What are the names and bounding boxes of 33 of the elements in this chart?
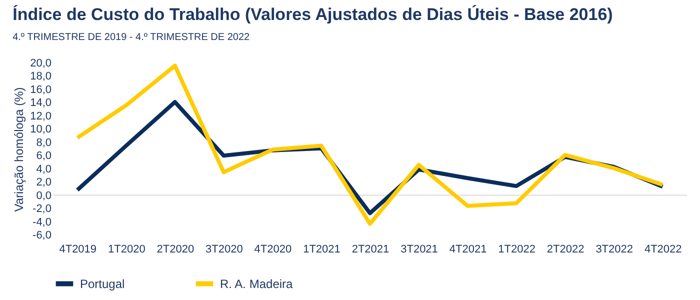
y-tick-label: 8,0 <box>36 136 52 149</box>
y-tick-label: 10,0 <box>30 124 52 136</box>
y-tick-label: 2,0 <box>36 176 52 189</box>
x-tick-label: 1T2020 <box>108 244 146 256</box>
x-tick-label: 4T2019 <box>59 244 97 256</box>
legend-label: Portugal <box>80 276 125 291</box>
x-tick-label: 4T2020 <box>254 244 292 256</box>
x-tick-label: 1T2021 <box>303 244 340 256</box>
x-tick-label: 4T2022 <box>644 244 682 256</box>
x-tick-label: 2T2022 <box>546 244 584 256</box>
chart-subtitle: 4.º TRIMESTRE DE 2019 - 4.º TRIMESTRE DE 2022 <box>12 32 250 43</box>
y-tick-label: 14,0 <box>30 97 52 110</box>
x-tick-label: 3T2021 <box>400 244 438 256</box>
y-tick-label: 4,0 <box>36 163 52 176</box>
chart-title: Índice de Custo do Trabalho (Valores Ajustados de Dias Úteis - Base 2016) <box>12 4 613 24</box>
x-tick-label: 2T2020 <box>156 244 194 256</box>
y-tick-label: 16,0 <box>30 84 52 96</box>
y-tick-label: 18,0 <box>30 70 52 83</box>
y-tick-label: -6,0 <box>32 230 52 242</box>
y-tick-label: 12,0 <box>30 110 52 122</box>
y-tick-label: 0,0 <box>36 190 52 202</box>
y-tick-label: -2,0 <box>32 203 52 216</box>
y-tick-label: -4,0 <box>32 216 52 228</box>
y-tick-label: 6,0 <box>36 150 52 162</box>
legend-label: R. A. Madeira <box>220 276 294 291</box>
x-tick-label: 3T2020 <box>206 244 243 256</box>
x-tick-label: 4T2021 <box>449 244 487 256</box>
y-tick-label: 20,0 <box>30 58 52 70</box>
line-series <box>75 64 665 226</box>
y-axis-title: Variação homóloga (%) <box>12 87 26 212</box>
x-tick-label: 2T2021 <box>352 244 390 256</box>
x-tick-label: 3T2022 <box>596 244 633 256</box>
x-tick-label: 1T2022 <box>498 244 536 256</box>
